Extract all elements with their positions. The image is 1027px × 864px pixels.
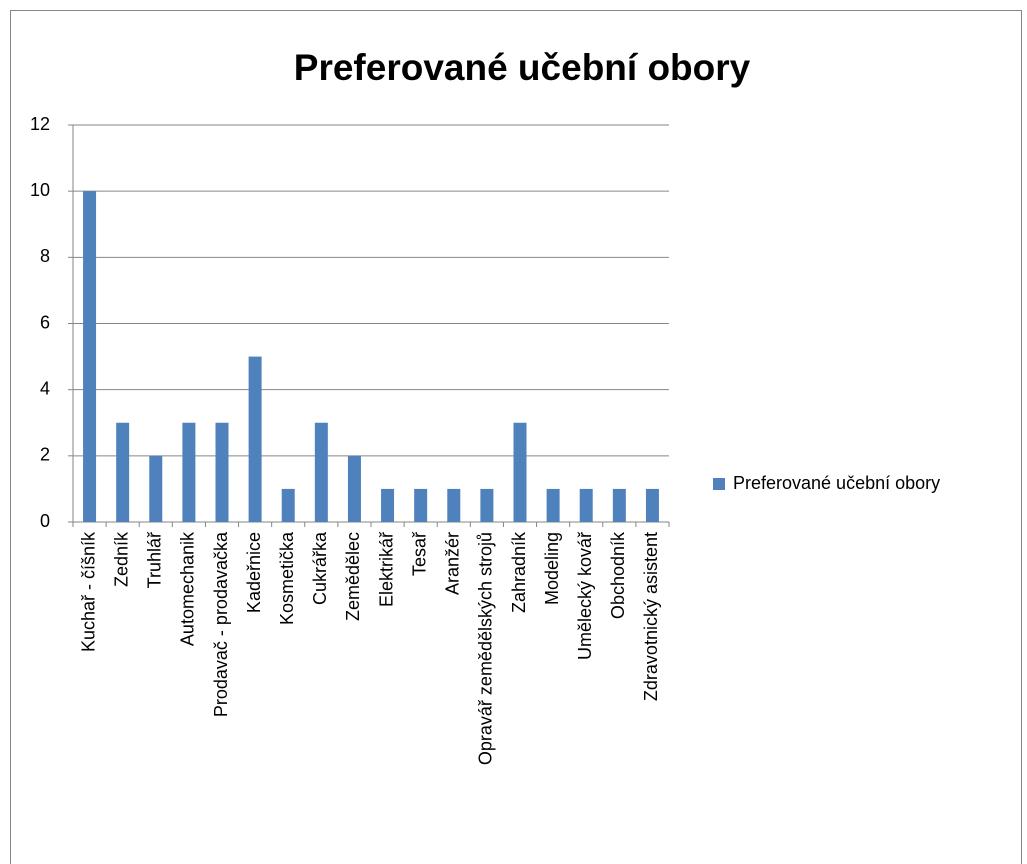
bar xyxy=(149,455,163,522)
chart-title: Preferované učební obory xyxy=(294,47,751,88)
legend-swatch xyxy=(713,478,725,490)
legend-label: Preferované učební obory xyxy=(733,473,940,493)
bar xyxy=(182,422,196,522)
x-tick-label: Prodavač - prodavačka xyxy=(211,531,231,717)
x-tick-label: Modeling xyxy=(542,532,562,605)
y-tick-label: 8 xyxy=(40,246,50,266)
y-tick-label: 10 xyxy=(30,180,50,200)
bar xyxy=(612,488,626,522)
x-tick-label: Zedník xyxy=(111,531,131,587)
bar xyxy=(347,455,361,522)
bar xyxy=(579,488,593,522)
x-tick-label: Aranžér xyxy=(443,532,463,595)
y-tick-label: 0 xyxy=(40,511,50,531)
x-tick-label: Truhlář xyxy=(145,531,165,588)
y-tick-label: 4 xyxy=(40,378,50,398)
bar xyxy=(116,422,130,522)
x-tick-label: Zahradník xyxy=(509,531,529,613)
y-tick-label: 6 xyxy=(40,312,50,332)
x-tick-label: Kadeřnice xyxy=(244,532,264,613)
x-tick-label: Zemědělec xyxy=(343,532,363,621)
bar xyxy=(281,488,295,522)
x-tick-label: Elektrikář xyxy=(376,531,396,607)
bar xyxy=(414,488,428,522)
bar xyxy=(447,488,461,522)
x-tick-label: Kosmetička xyxy=(277,531,297,625)
bar xyxy=(480,488,494,522)
x-tick-label: Kuchař - číšník xyxy=(78,531,98,652)
x-tick-label: Opravář zemědělských strojů xyxy=(476,532,496,765)
x-tick-label: Umělecký kovář xyxy=(575,531,595,660)
bar xyxy=(314,422,328,522)
y-tick-label: 2 xyxy=(40,445,50,465)
bar xyxy=(546,488,560,522)
bar xyxy=(83,191,97,522)
x-tick-label: Automechanik xyxy=(178,531,198,646)
bar xyxy=(381,488,395,522)
x-tick-label: Cukrářka xyxy=(310,531,330,605)
x-tick-label: Obchodník xyxy=(608,531,628,619)
bar xyxy=(645,488,659,522)
y-tick-label: 12 xyxy=(30,114,50,134)
x-tick-label: Tesař xyxy=(409,531,429,576)
x-tick-label: Zdravotnický asistent xyxy=(641,532,661,701)
bar xyxy=(513,422,527,522)
bar xyxy=(215,422,229,522)
bar xyxy=(248,356,262,522)
